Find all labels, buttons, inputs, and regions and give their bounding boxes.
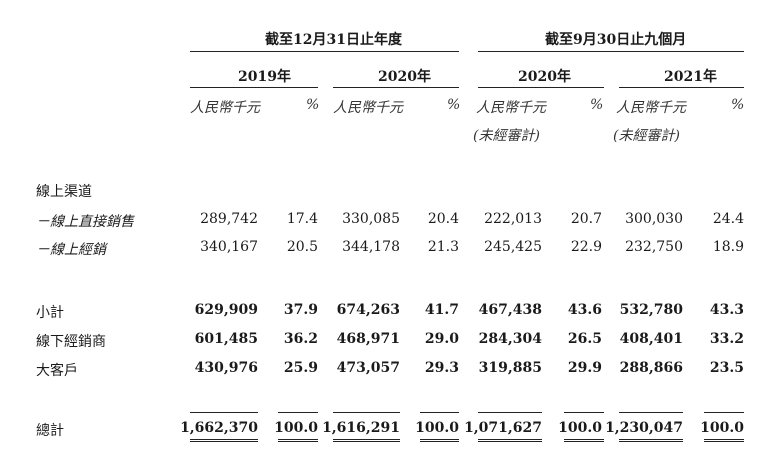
total-topline-2019-pct xyxy=(278,412,318,413)
unit-pct-2020-annual: % xyxy=(447,97,461,113)
row-label-online-direct-sales: －線上直接銷售 xyxy=(36,214,134,230)
cell-subtotal-2020a-amount: 674,263 xyxy=(336,302,400,318)
year-header-2020-nine: 2020年 xyxy=(518,69,571,85)
unit-pct-2019: % xyxy=(306,97,320,113)
cell-subtotal-2021-amount: 532,780 xyxy=(619,302,683,318)
cell-subtotal-2021-pct: 43.3 xyxy=(709,302,744,318)
total-double-underline-2020n-pct xyxy=(564,439,604,442)
cell-total-2021-amount: 1,230,047 xyxy=(605,420,683,436)
cell-offline-2020n-pct: 26.5 xyxy=(567,331,602,347)
unit-rmb-2019: 人民幣千元 xyxy=(190,100,260,116)
cell-direct-2020a-pct: 20.4 xyxy=(427,211,459,227)
unit-pct-2020-nine: % xyxy=(590,97,604,113)
row-label-online-distribution: －線上經銷 xyxy=(36,242,106,258)
total-double-underline-2020n-amount xyxy=(478,439,542,442)
cell-total-2021-pct: 100.0 xyxy=(700,420,744,436)
row-label-online-channels: 線上渠道 xyxy=(36,184,92,200)
cell-direct-2021-pct: 24.4 xyxy=(712,211,744,227)
cell-offline-2020n-amount: 284,304 xyxy=(478,331,542,347)
row-label-offline-distributors: 線下經銷商 xyxy=(36,334,106,350)
row-label-total: 總計 xyxy=(36,423,64,439)
cell-dist-2019-amount: 340,167 xyxy=(200,239,258,255)
period-header-nine-months: 截至9月30日止九個月 xyxy=(545,32,687,48)
cell-offline-2019-pct: 36.2 xyxy=(283,331,318,347)
cell-key-2021-amount: 288,866 xyxy=(619,360,683,376)
unit-rmb-2020-annual: 人民幣千元 xyxy=(333,100,403,116)
cell-subtotal-2020n-pct: 43.6 xyxy=(567,302,602,318)
cell-direct-2019-pct: 17.4 xyxy=(286,211,318,227)
cell-direct-2021-amount: 300,030 xyxy=(625,211,683,227)
cell-dist-2020n-pct: 22.9 xyxy=(570,239,602,255)
cell-subtotal-2020a-pct: 41.7 xyxy=(424,302,459,318)
cell-key-2020a-amount: 473,057 xyxy=(336,360,400,376)
year-underline-2019 xyxy=(190,87,318,88)
year-header-2021: 2021年 xyxy=(664,69,717,85)
total-double-underline-2021-amount xyxy=(619,439,683,442)
total-topline-2020n-amount xyxy=(478,412,542,413)
cell-dist-2019-pct: 20.5 xyxy=(286,239,318,255)
cell-total-2020n-amount: 1,071,627 xyxy=(464,420,542,436)
total-topline-2021-amount xyxy=(619,412,683,413)
cell-direct-2020a-amount: 330,085 xyxy=(342,211,400,227)
cell-total-2020a-pct: 100.0 xyxy=(415,420,459,436)
unit-rmb-2020-nine: 人民幣千元 xyxy=(476,100,546,116)
cell-dist-2021-pct: 18.9 xyxy=(712,239,744,255)
cell-key-2019-pct: 25.9 xyxy=(283,360,318,376)
cell-dist-2020a-amount: 344,178 xyxy=(342,239,400,255)
cell-offline-2021-pct: 33.2 xyxy=(709,331,744,347)
cell-key-2020n-pct: 29.9 xyxy=(567,360,602,376)
cell-offline-2020a-pct: 29.0 xyxy=(424,331,459,347)
unaudited-note-2020: (未經審計) xyxy=(473,128,540,144)
cell-subtotal-2019-pct: 37.9 xyxy=(283,302,318,318)
total-double-underline-2021-pct xyxy=(704,439,744,442)
total-double-underline-2019-amount xyxy=(190,439,258,442)
cell-direct-2020n-pct: 20.7 xyxy=(570,211,602,227)
cell-subtotal-2019-amount: 629,909 xyxy=(194,302,258,318)
year-underline-2021 xyxy=(619,87,744,88)
total-topline-2021-pct xyxy=(704,412,744,413)
period-header-annual: 截至12月31日止年度 xyxy=(265,32,402,48)
unit-pct-2021: % xyxy=(731,97,745,113)
cell-key-2020a-pct: 29.3 xyxy=(424,360,459,376)
total-topline-2020n-pct xyxy=(564,412,604,413)
total-double-underline-2019-pct xyxy=(278,439,318,442)
cell-total-2019-pct: 100.0 xyxy=(274,420,318,436)
cell-total-2020n-pct: 100.0 xyxy=(558,420,602,436)
period-underline-nine-months xyxy=(478,51,744,52)
cell-key-2020n-amount: 319,885 xyxy=(478,360,542,376)
cell-dist-2020n-amount: 245,425 xyxy=(484,239,542,255)
year-header-2020-annual: 2020年 xyxy=(378,69,431,85)
year-underline-2020-annual xyxy=(333,87,459,88)
cell-total-2019-amount: 1,662,370 xyxy=(180,420,258,436)
cell-subtotal-2020n-amount: 467,438 xyxy=(478,302,542,318)
year-header-2019: 2019年 xyxy=(238,69,291,85)
cell-total-2020a-amount: 1,616,291 xyxy=(322,420,400,436)
period-underline-annual xyxy=(190,51,459,52)
year-underline-2020-nine xyxy=(478,87,604,88)
cell-dist-2021-amount: 232,750 xyxy=(625,239,683,255)
total-double-underline-2020a-amount xyxy=(333,439,400,442)
total-double-underline-2020a-pct xyxy=(420,439,459,442)
cell-offline-2020a-amount: 468,971 xyxy=(336,331,400,347)
row-label-subtotal: 小計 xyxy=(36,305,64,321)
cell-offline-2021-amount: 408,401 xyxy=(619,331,683,347)
cell-key-2019-amount: 430,976 xyxy=(194,360,258,376)
row-label-key-accounts: 大客戶 xyxy=(36,363,78,379)
unit-rmb-2021: 人民幣千元 xyxy=(616,100,686,116)
total-topline-2019-amount xyxy=(190,412,258,413)
cell-key-2021-pct: 23.5 xyxy=(709,360,744,376)
cell-offline-2019-amount: 601,485 xyxy=(194,331,258,347)
cell-direct-2020n-amount: 222,013 xyxy=(484,211,542,227)
cell-dist-2020a-pct: 21.3 xyxy=(427,239,459,255)
cell-direct-2019-amount: 289,742 xyxy=(200,211,258,227)
total-topline-2020a-amount xyxy=(333,412,400,413)
unaudited-note-2021: (未經審計) xyxy=(613,128,680,144)
total-topline-2020a-pct xyxy=(420,412,459,413)
